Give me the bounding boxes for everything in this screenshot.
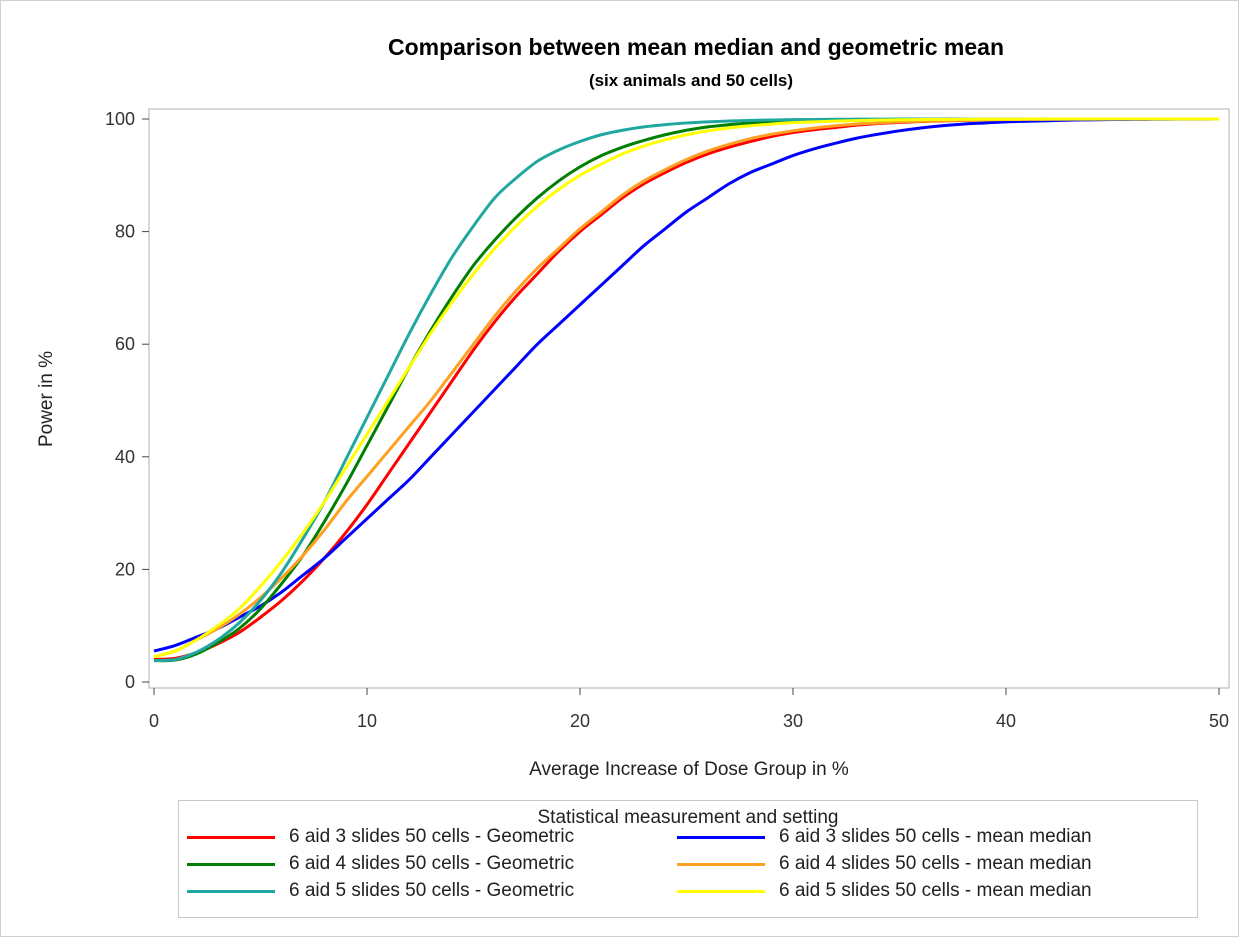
y-tick-label: 100 xyxy=(105,109,135,129)
legend-label: 6 aid 3 slides 50 cells - mean median xyxy=(779,826,1092,847)
y-tick-label: 60 xyxy=(115,334,135,354)
legend-item-6-aid-4-slides-50-cells-mean-median: 6 aid 4 slides 50 cells - mean median xyxy=(677,851,1092,877)
legend-label: 6 aid 4 slides 50 cells - mean median xyxy=(779,853,1092,874)
x-tick-label: 10 xyxy=(357,711,377,731)
y-tick-label: 80 xyxy=(115,222,135,242)
legend-label: 6 aid 4 slides 50 cells - Geometric xyxy=(289,853,575,874)
x-tick-label: 30 xyxy=(783,711,803,731)
chart-subtitle: (six animals and 50 cells) xyxy=(588,71,794,90)
x-axis: 0 10 20 30 40 50 xyxy=(149,688,1229,731)
legend-swatch xyxy=(677,889,765,893)
y-tick-label: 20 xyxy=(115,559,135,579)
chart-title: Comparison between mean median and geome… xyxy=(387,34,1005,60)
x-tick-label: 0 xyxy=(149,711,159,731)
legend-item-6-aid-4-slides-50-cells-geometric: 6 aid 4 slides 50 cells - Geometric xyxy=(187,851,574,877)
plot-area xyxy=(148,108,1230,689)
series-line-6-aid-5-slides-50-cells-geometric xyxy=(153,117,1219,663)
y-axis-title: Power in % xyxy=(36,351,57,447)
series-line-6-aid-5-slides-50-cells-mean-median xyxy=(153,117,1219,659)
series-line-6-aid-3-slides-50-cells-geometric xyxy=(153,117,1220,661)
series-line-6-aid-3-slides-50-cells-mean-median xyxy=(153,117,1220,653)
legend: Statistical measurement and setting 6 ai… xyxy=(178,800,1198,918)
series-line-6-aid-4-slides-50-cells-geometric xyxy=(153,117,1219,663)
legend-label: 6 aid 3 slides 50 cells - Geometric xyxy=(289,826,575,847)
legend-swatch xyxy=(187,889,275,893)
legend-swatch xyxy=(187,835,275,839)
x-tick-label: 20 xyxy=(570,711,590,731)
y-tick-label: 40 xyxy=(115,447,135,467)
legend-item-6-aid-3-slides-50-cells-geometric: 6 aid 3 slides 50 cells - Geometric xyxy=(187,824,574,850)
legend-swatch xyxy=(677,835,765,839)
legend-item-6-aid-5-slides-50-cells-mean-median: 6 aid 5 slides 50 cells - mean median xyxy=(677,878,1092,904)
series-line-6-aid-4-slides-50-cells-mean-median xyxy=(153,117,1219,659)
legend-item-6-aid-3-slides-50-cells-mean-median: 6 aid 3 slides 50 cells - mean median xyxy=(677,824,1092,850)
legend-title: Statistical measurement and setting xyxy=(537,807,839,828)
legend-label: 6 aid 5 slides 50 cells - Geometric xyxy=(289,880,575,901)
y-tick-label: 0 xyxy=(125,672,135,692)
legend-label: 6 aid 5 slides 50 cells - mean median xyxy=(779,880,1092,901)
series-lines xyxy=(153,117,1220,663)
x-tick-label: 40 xyxy=(996,711,1016,731)
y-axis: 0 20 40 60 80 100 xyxy=(105,109,149,692)
x-axis-title: Average Increase of Dose Group in % xyxy=(529,759,849,780)
legend-swatch xyxy=(677,862,765,866)
legend-item-6-aid-5-slides-50-cells-geometric: 6 aid 5 slides 50 cells - Geometric xyxy=(187,878,574,904)
legend-swatch xyxy=(187,862,275,866)
x-tick-label: 50 xyxy=(1209,711,1229,731)
